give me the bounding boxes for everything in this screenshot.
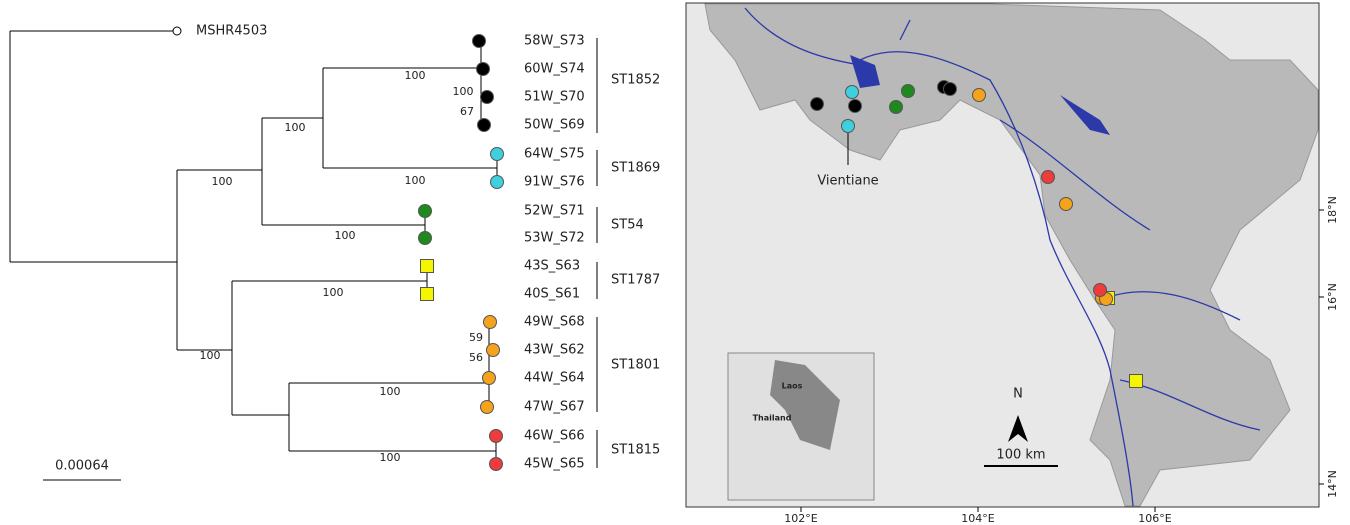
map-site <box>842 120 855 133</box>
leaf-marker <box>481 401 494 414</box>
leaf-marker <box>487 344 500 357</box>
leaf-marker <box>419 232 432 245</box>
map-site <box>1042 171 1055 184</box>
leaf-marker <box>473 35 486 48</box>
leaf-label: 43W_S62 <box>524 343 585 358</box>
leaf-label: 53W_S72 <box>524 231 585 246</box>
leaf-label: 50W_S69 <box>524 118 585 133</box>
leaf-marker <box>491 176 504 189</box>
lat-label: 14°N <box>1326 470 1339 498</box>
leaf-marker <box>421 288 434 301</box>
root-label: MSHR4503 <box>196 24 267 39</box>
leaf-marker <box>481 91 494 104</box>
leaf-marker <box>484 316 497 329</box>
clade-label: ST1815 <box>611 443 660 458</box>
leaf-label: 51W_S70 <box>524 90 585 105</box>
map-site <box>849 100 862 113</box>
leaf-marker <box>483 372 496 385</box>
leaf-label: 52W_S71 <box>524 204 585 219</box>
map-site <box>902 85 915 98</box>
leaf-label: 46W_S66 <box>524 429 585 444</box>
leaf-label: 60W_S74 <box>524 62 585 77</box>
tree-scale-label: 0.00064 <box>55 459 109 474</box>
support-value: 100 <box>200 349 221 362</box>
leaf-label: 44W_S64 <box>524 371 585 386</box>
leaf-label: 64W_S75 <box>524 147 585 162</box>
lat-label: 16°N <box>1326 283 1339 311</box>
leaf-marker <box>490 458 503 471</box>
support-value: 100 <box>405 69 426 82</box>
north-label: N <box>1013 387 1023 402</box>
map-site <box>811 98 824 111</box>
leaf-label: 45W_S65 <box>524 457 585 472</box>
map-site <box>973 89 986 102</box>
scale-label: 100 km <box>996 448 1045 463</box>
leaf-label: 91W_S76 <box>524 175 585 190</box>
clade-label: ST54 <box>611 218 644 233</box>
map-site <box>890 101 903 114</box>
leaf-label: 47W_S67 <box>524 400 585 415</box>
leaf-label: 43S_S63 <box>524 259 580 274</box>
clade-label: ST1801 <box>611 358 660 373</box>
support-value: 100 <box>212 175 233 188</box>
support-value: 100 <box>285 121 306 134</box>
leaf-marker <box>491 148 504 161</box>
support-value: 100 <box>380 385 401 398</box>
lon-label: 102°E <box>784 512 817 525</box>
support-value: 100 <box>380 451 401 464</box>
leaf-marker <box>477 63 490 76</box>
leaf-label: 49W_S68 <box>524 315 585 330</box>
support-value: 59 <box>469 331 483 344</box>
support-value: 67 <box>460 105 474 118</box>
clade-label: ST1787 <box>611 273 660 288</box>
city-label: Vientiane <box>817 174 878 189</box>
clade-label: ST1852 <box>611 73 660 88</box>
figure: MSHR4503 58W_S73 60W_S74 51W_S70 50W_S69 ST18… <box>0 0 1350 525</box>
lat-label: 18°N <box>1326 196 1339 224</box>
map-site <box>1130 375 1143 388</box>
inset-label: Laos <box>782 382 803 391</box>
clade-label: ST1869 <box>611 161 660 176</box>
support-value: 100 <box>335 229 356 242</box>
support-value: 100 <box>323 286 344 299</box>
leaf-label: 40S_S61 <box>524 287 580 302</box>
map-site <box>1060 198 1073 211</box>
lon-label: 104°E <box>961 512 994 525</box>
leaf-label: 58W_S73 <box>524 34 585 49</box>
support-value: 56 <box>469 351 483 364</box>
leaf-marker <box>421 260 434 273</box>
support-value: 100 <box>405 174 426 187</box>
map-site <box>1094 284 1107 297</box>
inset-label: Thailand <box>753 414 792 423</box>
root-marker <box>173 27 181 35</box>
lon-label: 106°E <box>1138 512 1171 525</box>
leaf-marker <box>419 205 432 218</box>
support-value: 100 <box>453 85 474 98</box>
map-site <box>846 86 859 99</box>
leaf-marker <box>490 430 503 443</box>
map-site <box>944 83 957 96</box>
leaf-marker <box>478 119 491 132</box>
